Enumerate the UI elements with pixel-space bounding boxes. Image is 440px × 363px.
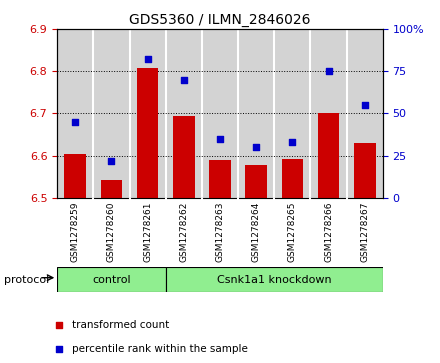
Bar — [57, 267, 166, 292]
Bar — [354, 143, 376, 198]
Point — [55, 322, 62, 328]
Bar — [64, 154, 86, 198]
Text: GSM1278259: GSM1278259 — [71, 201, 80, 262]
Point — [55, 346, 62, 352]
Point — [361, 102, 368, 108]
Text: GSM1278265: GSM1278265 — [288, 201, 297, 262]
Bar — [246, 165, 267, 198]
Bar — [166, 267, 383, 292]
Point — [289, 139, 296, 145]
Text: GSM1278266: GSM1278266 — [324, 201, 333, 262]
Bar — [318, 113, 339, 198]
Point — [253, 144, 260, 150]
Text: transformed count: transformed count — [72, 321, 169, 330]
Text: GSM1278264: GSM1278264 — [252, 201, 260, 262]
Point — [108, 158, 115, 164]
Point — [144, 57, 151, 62]
Bar — [282, 159, 303, 198]
Point — [325, 68, 332, 74]
Bar — [101, 180, 122, 198]
Text: GDS5360 / ILMN_2846026: GDS5360 / ILMN_2846026 — [129, 13, 311, 27]
Text: protocol: protocol — [4, 275, 50, 285]
Text: GSM1278261: GSM1278261 — [143, 201, 152, 262]
Text: GSM1278263: GSM1278263 — [216, 201, 224, 262]
Point — [180, 77, 187, 82]
Point — [72, 119, 79, 125]
Text: GSM1278262: GSM1278262 — [180, 201, 188, 262]
Bar — [209, 160, 231, 198]
Text: percentile rank within the sample: percentile rank within the sample — [72, 344, 248, 354]
Text: control: control — [92, 274, 131, 285]
Point — [216, 136, 224, 142]
Text: Csnk1a1 knockdown: Csnk1a1 knockdown — [217, 274, 332, 285]
Text: GSM1278260: GSM1278260 — [107, 201, 116, 262]
Text: GSM1278267: GSM1278267 — [360, 201, 369, 262]
Bar — [137, 68, 158, 198]
Bar — [173, 117, 194, 198]
